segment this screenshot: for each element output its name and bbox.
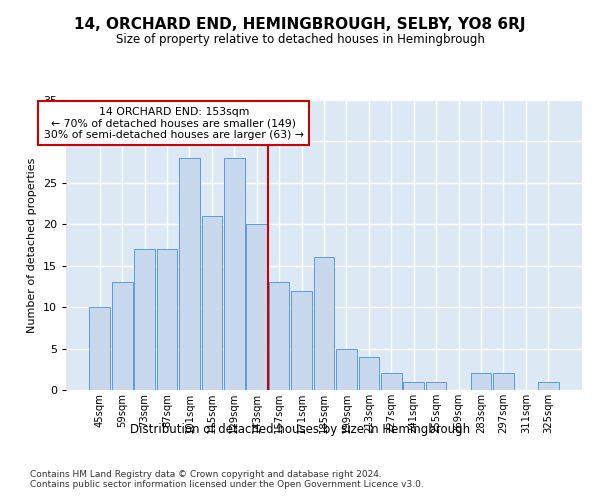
Bar xyxy=(291,290,312,390)
Bar xyxy=(470,374,491,390)
Y-axis label: Number of detached properties: Number of detached properties xyxy=(27,158,37,332)
Bar xyxy=(89,307,110,390)
Text: 14 ORCHARD END: 153sqm
← 70% of detached houses are smaller (149)
30% of semi-de: 14 ORCHARD END: 153sqm ← 70% of detached… xyxy=(44,106,304,140)
Bar xyxy=(538,382,559,390)
Bar xyxy=(202,216,222,390)
Text: Contains public sector information licensed under the Open Government Licence v3: Contains public sector information licen… xyxy=(30,480,424,489)
Bar xyxy=(493,374,514,390)
Text: Size of property relative to detached houses in Hemingbrough: Size of property relative to detached ho… xyxy=(116,32,484,46)
Bar xyxy=(314,258,334,390)
Bar xyxy=(403,382,424,390)
Bar xyxy=(381,374,401,390)
Text: 14, ORCHARD END, HEMINGBROUGH, SELBY, YO8 6RJ: 14, ORCHARD END, HEMINGBROUGH, SELBY, YO… xyxy=(74,18,526,32)
Text: Distribution of detached houses by size in Hemingbrough: Distribution of detached houses by size … xyxy=(130,422,470,436)
Bar xyxy=(336,348,357,390)
Bar xyxy=(112,282,133,390)
Bar xyxy=(179,158,200,390)
Bar xyxy=(247,224,267,390)
Bar xyxy=(359,357,379,390)
Bar xyxy=(157,249,178,390)
Bar xyxy=(134,249,155,390)
Text: Contains HM Land Registry data © Crown copyright and database right 2024.: Contains HM Land Registry data © Crown c… xyxy=(30,470,382,479)
Bar xyxy=(224,158,245,390)
Bar xyxy=(269,282,289,390)
Bar xyxy=(426,382,446,390)
